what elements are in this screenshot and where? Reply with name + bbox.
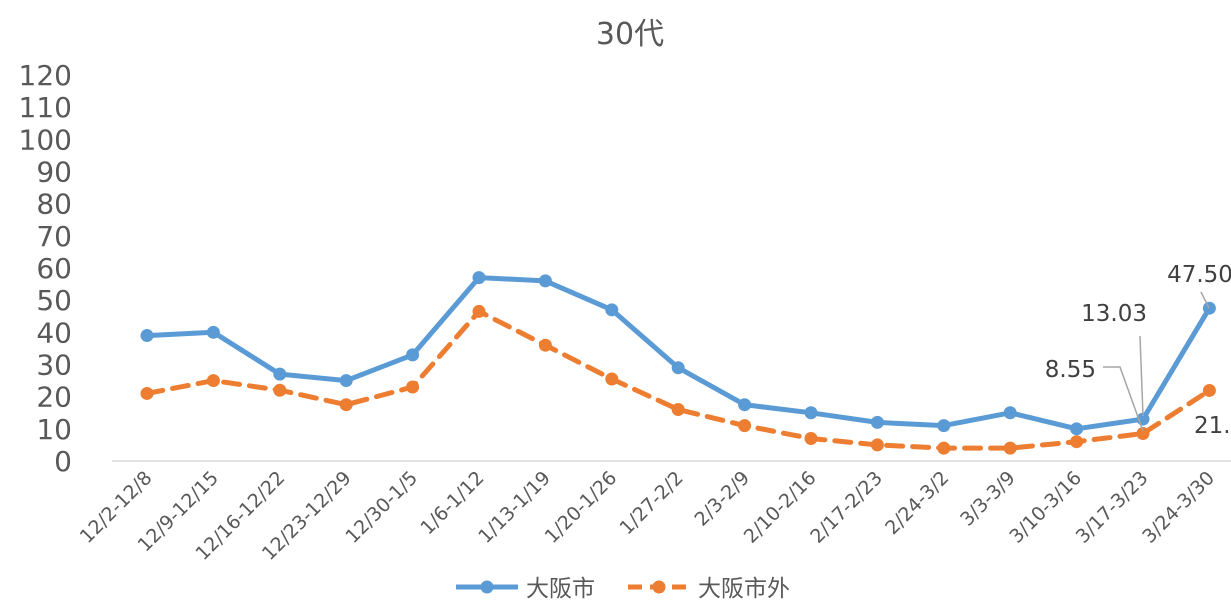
data-point-outside-osaka (738, 419, 752, 433)
y-tick-label: 60 (36, 252, 72, 285)
data-point-outside-osaka (605, 372, 619, 386)
y-tick-label: 30 (36, 349, 72, 382)
data-point-osaka-city (1003, 406, 1017, 420)
data-point-osaka-city (273, 367, 287, 381)
x-tick-label: 2/24-3/2 (881, 467, 953, 539)
x-tick-label: 12/30-1/5 (341, 467, 422, 548)
data-point-osaka-city (870, 415, 884, 429)
x-tick-label: 1/27-2/2 (616, 467, 688, 539)
data-point-outside-osaka (1070, 435, 1084, 449)
x-tick-label: 2/17-2/23 (806, 467, 887, 548)
data-point-osaka-city (472, 271, 486, 285)
data-point-osaka-city (1202, 301, 1216, 315)
chart-title: 30代 (596, 17, 664, 52)
data-point-outside-osaka (1202, 383, 1216, 397)
data-point-outside-osaka (140, 386, 154, 400)
data-point-outside-osaka (538, 338, 552, 352)
data-point-osaka-city (140, 329, 154, 343)
data-point-outside-osaka (206, 374, 220, 388)
series-line-outside-osaka (144, 308, 1212, 451)
y-tick-label: 110 (19, 91, 72, 124)
data-point-outside-osaka (406, 380, 420, 394)
data-label: 47.50 (1167, 262, 1231, 288)
y-tick-label: 0 (54, 445, 72, 478)
x-axis: 12/2-12/812/9-12/1512/16-12/2212/23-12/2… (76, 467, 1219, 565)
data-point-outside-osaka (671, 403, 685, 417)
data-label-leader (1200, 291, 1210, 309)
y-tick-label: 70 (36, 220, 72, 253)
y-tick-label: 20 (36, 381, 72, 414)
data-point-osaka-city (605, 303, 619, 317)
x-tick-label: 2/3-2/9 (690, 467, 754, 531)
data-label-leader (1139, 335, 1144, 417)
x-tick-label: 1/20-1/26 (541, 467, 622, 548)
data-label-leader (1103, 366, 1144, 432)
data-point-osaka-city (937, 419, 951, 433)
data-point-osaka-city (738, 398, 752, 412)
legend-marker-osaka-city (480, 580, 494, 594)
y-tick-label: 40 (36, 316, 72, 349)
y-tick-label: 100 (19, 123, 72, 156)
series-group (140, 271, 1216, 455)
data-point-outside-osaka (870, 438, 884, 452)
data-point-osaka-city (406, 348, 420, 362)
data-point-osaka-city (206, 325, 220, 339)
x-tick-label: 3/3-3/9 (956, 467, 1020, 531)
data-point-outside-osaka (339, 398, 353, 412)
data-point-outside-osaka (472, 304, 486, 318)
x-tick-label: 3/24-3/30 (1138, 467, 1219, 548)
data-point-outside-osaka (937, 441, 951, 455)
data-label: 13.03 (1081, 301, 1147, 327)
data-point-outside-osaka (273, 383, 287, 397)
legend: 大阪市 大阪市外 (456, 576, 790, 602)
data-point-outside-osaka (1136, 426, 1150, 440)
legend-label-osaka-city: 大阪市 (526, 576, 595, 602)
data-label: 8.55 (1045, 357, 1096, 383)
y-tick-label: 50 (36, 284, 72, 317)
legend-marker-outside-osaka (652, 580, 666, 594)
data-point-osaka-city (1070, 422, 1084, 436)
data-labels: 47.50 13.03 8.55 21.93 (1045, 262, 1231, 439)
y-tick-label: 120 (19, 59, 72, 92)
data-point-outside-osaka (804, 431, 818, 445)
data-point-osaka-city (671, 361, 685, 375)
data-point-outside-osaka (1003, 441, 1017, 455)
data-point-osaka-city (538, 274, 552, 288)
y-tick-label: 80 (36, 188, 72, 221)
y-tick-label: 10 (36, 413, 72, 446)
data-point-osaka-city (339, 374, 353, 388)
data-point-osaka-city (804, 406, 818, 420)
y-tick-label: 90 (36, 156, 72, 189)
legend-label-outside-osaka: 大阪市外 (698, 576, 790, 602)
data-label: 21.93 (1194, 413, 1231, 439)
